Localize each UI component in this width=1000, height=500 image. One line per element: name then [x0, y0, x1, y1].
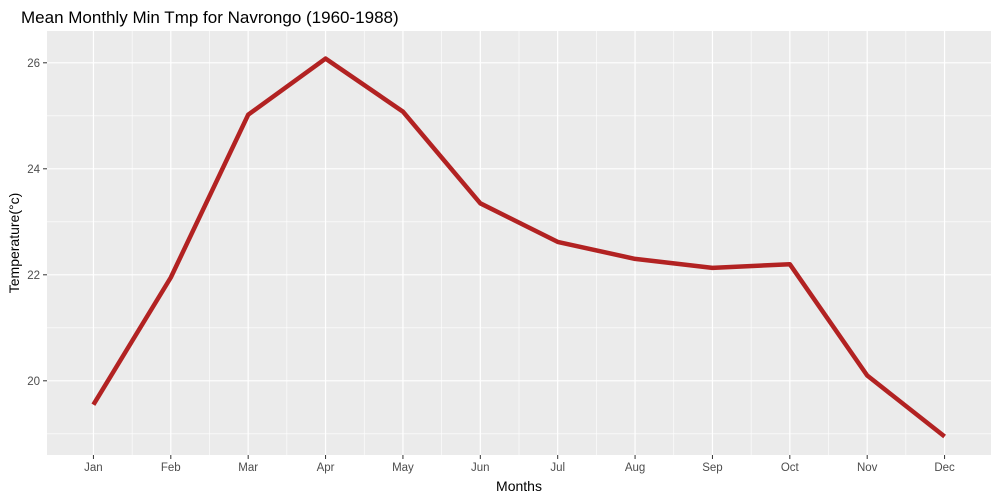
series-line	[91, 56, 946, 439]
major-gridlines	[47, 31, 991, 455]
y-tick-label: 22	[27, 270, 40, 282]
y-axis-title: Temperature(°c)	[6, 193, 22, 294]
x-tick-label: Jul	[550, 462, 565, 474]
y-tick-label: 24	[27, 164, 40, 176]
x-tick-label: Mar	[238, 462, 258, 474]
x-tick-label: Aug	[625, 462, 645, 474]
x-tick-label: Jan	[84, 462, 103, 474]
chart-title: Mean Monthly Min Tmp for Navrongo (1960-…	[21, 8, 399, 27]
x-tick-label: May	[392, 462, 414, 474]
x-axis-title: Months	[496, 478, 542, 494]
y-tick-label: 26	[27, 58, 40, 70]
y-tick-label: 20	[27, 376, 40, 388]
x-tick-label: Sep	[702, 462, 722, 474]
x-tick-label: Jun	[471, 462, 490, 474]
x-axis-ticks: Jan Feb Mar Apr May Jun Jul Aug Sep Oct Nov Dec	[84, 455, 955, 474]
x-tick-label: Apr	[317, 462, 335, 474]
x-tick-label: Nov	[857, 462, 878, 474]
x-tick-label: Dec	[934, 462, 955, 474]
y-axis-ticks: 20 22 24 26	[27, 58, 47, 388]
series-layer	[91, 56, 946, 439]
x-tick-label: Feb	[161, 462, 181, 474]
x-tick-label: Oct	[781, 462, 800, 474]
